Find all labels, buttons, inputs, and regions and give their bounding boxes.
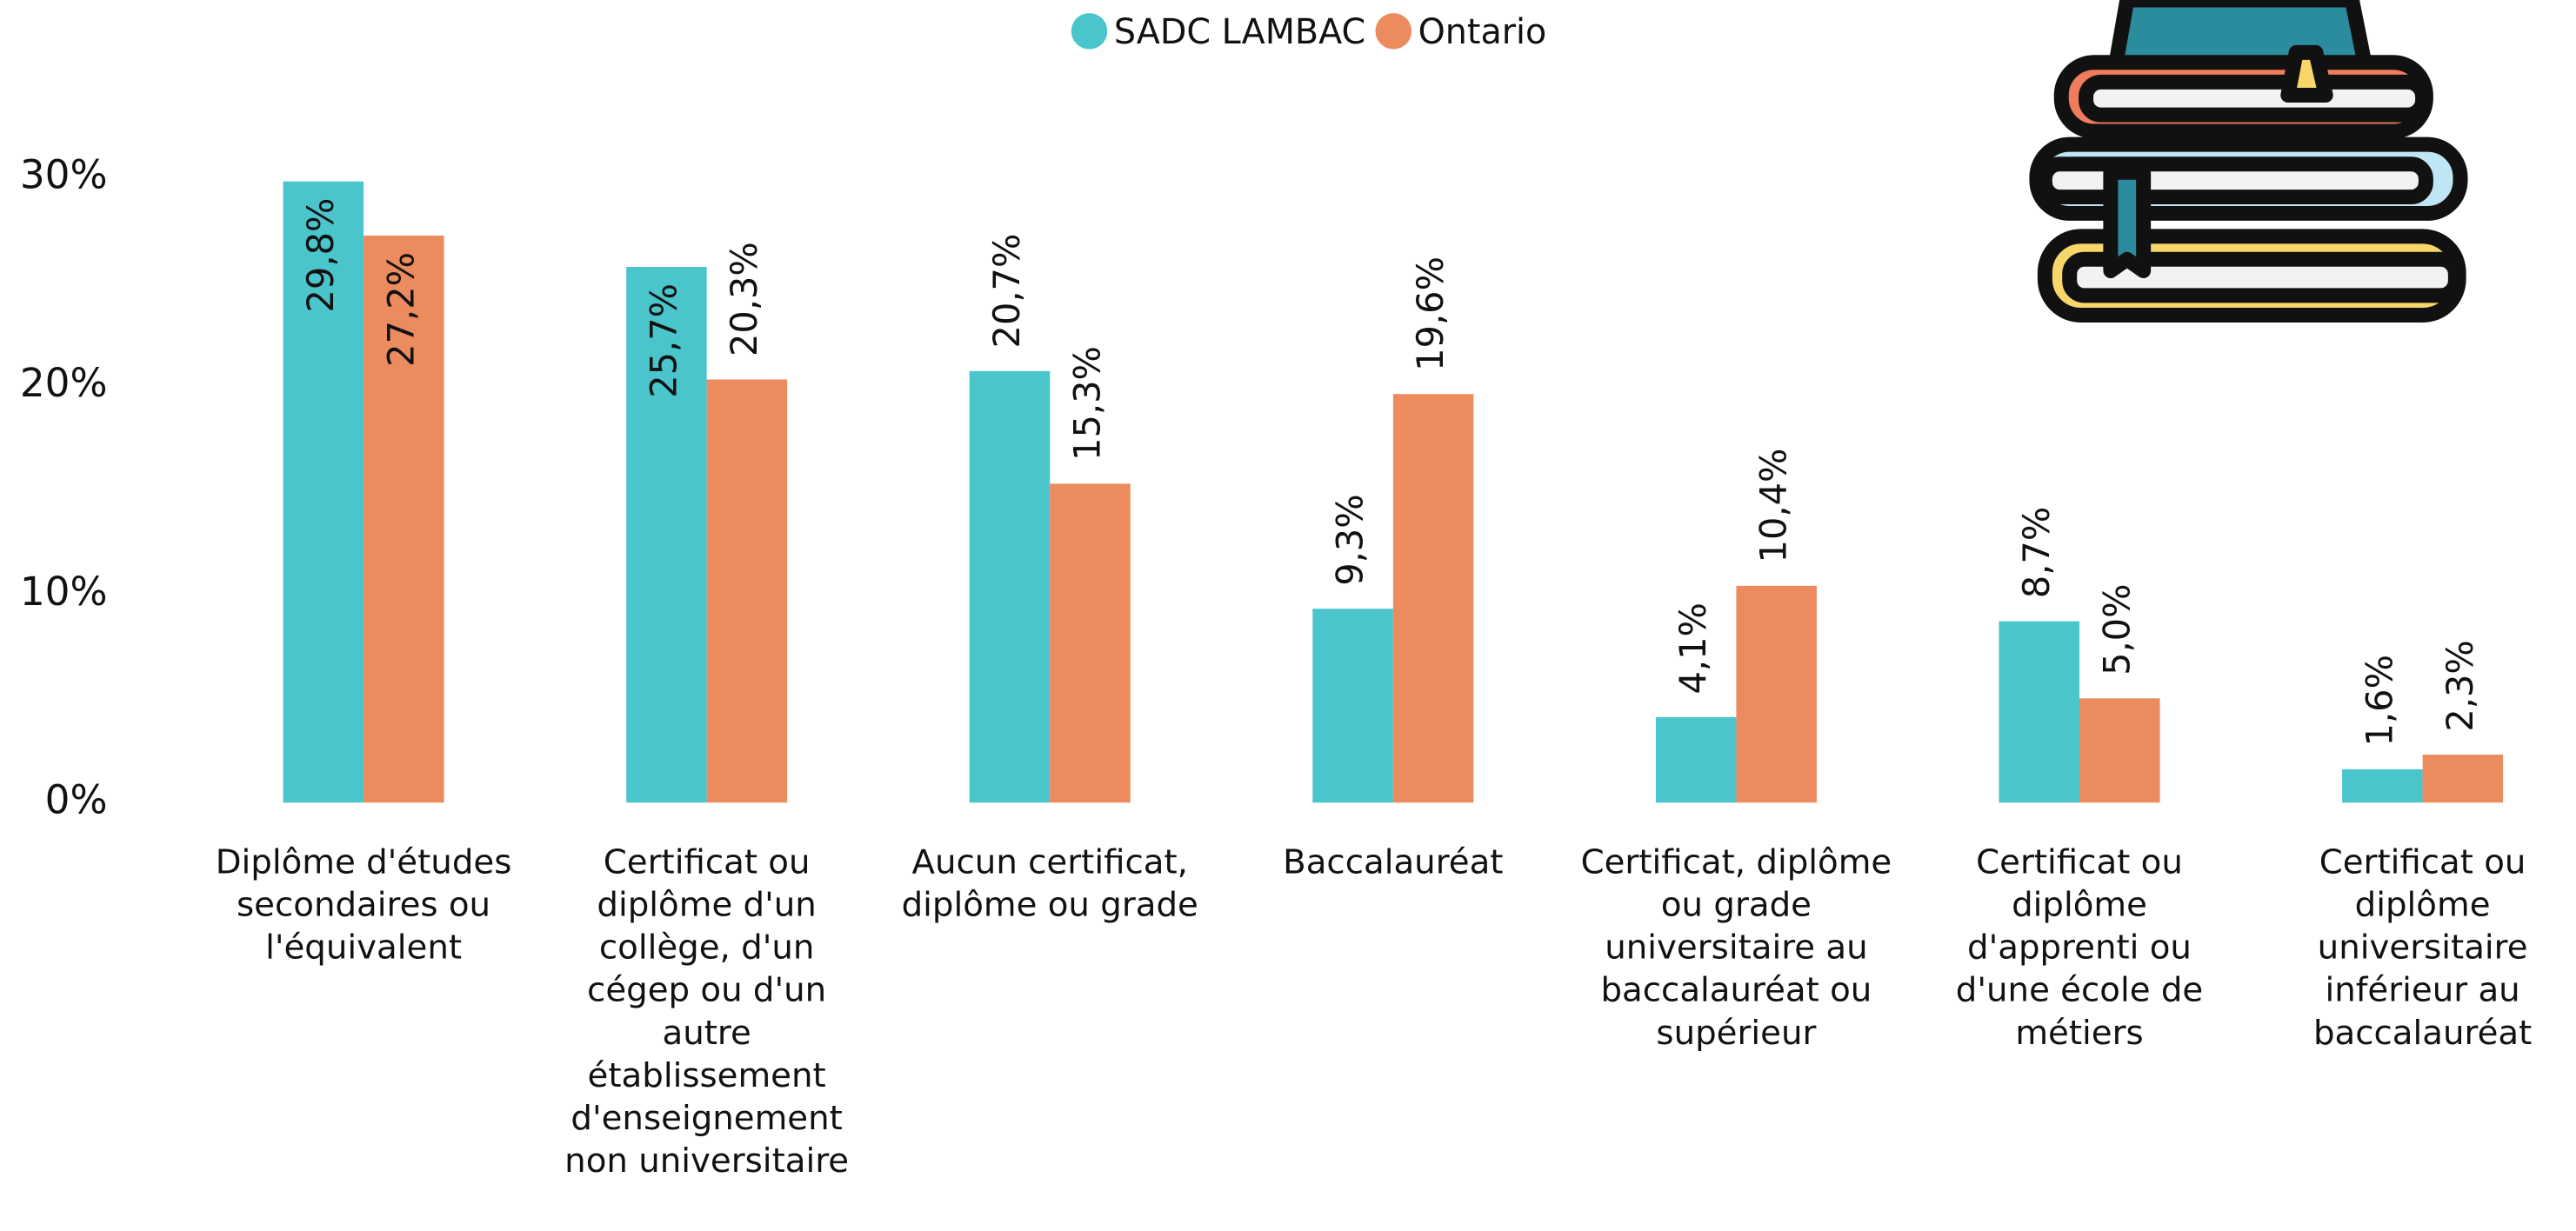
value-label: 10,4% bbox=[1752, 449, 1795, 563]
bar bbox=[1736, 585, 1817, 803]
value-label: 2,3% bbox=[2439, 640, 2481, 731]
value-label: 27,2% bbox=[379, 252, 422, 367]
y-tick-label: 10% bbox=[20, 569, 108, 615]
x-tick-label-box: Diplôme d'études secondaires ou l'équiva… bbox=[215, 842, 512, 968]
y-tick-label: 0% bbox=[45, 777, 108, 823]
x-tick-label: Certificat, diplôme ou grade universitai… bbox=[1580, 842, 1892, 1053]
legend-swatch bbox=[1375, 13, 1412, 50]
legend-label: Ontario bbox=[1418, 12, 1547, 52]
bar bbox=[2079, 698, 2160, 803]
value-label: 25,7% bbox=[642, 283, 684, 398]
bar bbox=[283, 181, 364, 803]
value-label: 19,6% bbox=[1409, 256, 1452, 371]
x-tick-label: Certificat ou diplôme d'apprenti ou d'un… bbox=[1955, 842, 2204, 1053]
bar bbox=[706, 379, 788, 803]
bar bbox=[1392, 394, 1474, 803]
legend-label: SADC LAMBAC bbox=[1114, 12, 1365, 52]
x-tick-label-box: Certificat ou diplôme universitaire infé… bbox=[2312, 842, 2533, 1053]
bar bbox=[2422, 755, 2504, 803]
bar bbox=[1655, 716, 1737, 803]
value-label: 8,7% bbox=[2015, 507, 2058, 598]
bar bbox=[626, 267, 707, 803]
bar bbox=[364, 236, 444, 803]
x-tick-label: Certificat ou diplôme d'un collège, d'un… bbox=[564, 842, 850, 1181]
legend-swatch bbox=[1071, 13, 1108, 50]
x-tick-label-box: Certificat ou diplôme d'un collège, d'un… bbox=[564, 842, 850, 1181]
x-tick-label-box: Certificat, diplôme ou grade universitai… bbox=[1580, 842, 1892, 1053]
value-label: 1,6% bbox=[2358, 655, 2400, 746]
value-label: 9,3% bbox=[1329, 494, 1371, 585]
bar bbox=[969, 370, 1051, 803]
y-tick-label: 20% bbox=[20, 360, 108, 406]
value-label: 20,7% bbox=[985, 234, 1028, 349]
bar bbox=[1312, 609, 1393, 803]
bar bbox=[2342, 769, 2423, 803]
value-label: 20,3% bbox=[723, 242, 765, 356]
x-tick-label-box: Baccalauréat bbox=[1283, 842, 1504, 882]
value-label: 5,0% bbox=[2095, 583, 2138, 675]
y-tick-label: 30% bbox=[20, 151, 108, 197]
x-tick-label: Aucun certificat, diplôme ou grade bbox=[901, 842, 1198, 924]
x-tick-label-box: Certificat ou diplôme d'apprenti ou d'un… bbox=[1955, 842, 2204, 1053]
x-tick-label: Diplôme d'études secondaires ou l'équiva… bbox=[215, 842, 512, 968]
value-label: 29,8% bbox=[299, 198, 342, 313]
bar bbox=[1999, 621, 2080, 803]
bar bbox=[1050, 483, 1131, 803]
x-tick-label: Certificat ou diplôme universitaire infé… bbox=[2312, 842, 2533, 1053]
x-tick-label-box: Aucun certificat, diplôme ou grade bbox=[901, 842, 1198, 924]
value-label: 4,1% bbox=[1672, 602, 1714, 694]
x-tick-label: Baccalauréat bbox=[1283, 842, 1504, 882]
value-label: 15,3% bbox=[1065, 346, 1108, 461]
books-icon bbox=[2029, 0, 2468, 323]
